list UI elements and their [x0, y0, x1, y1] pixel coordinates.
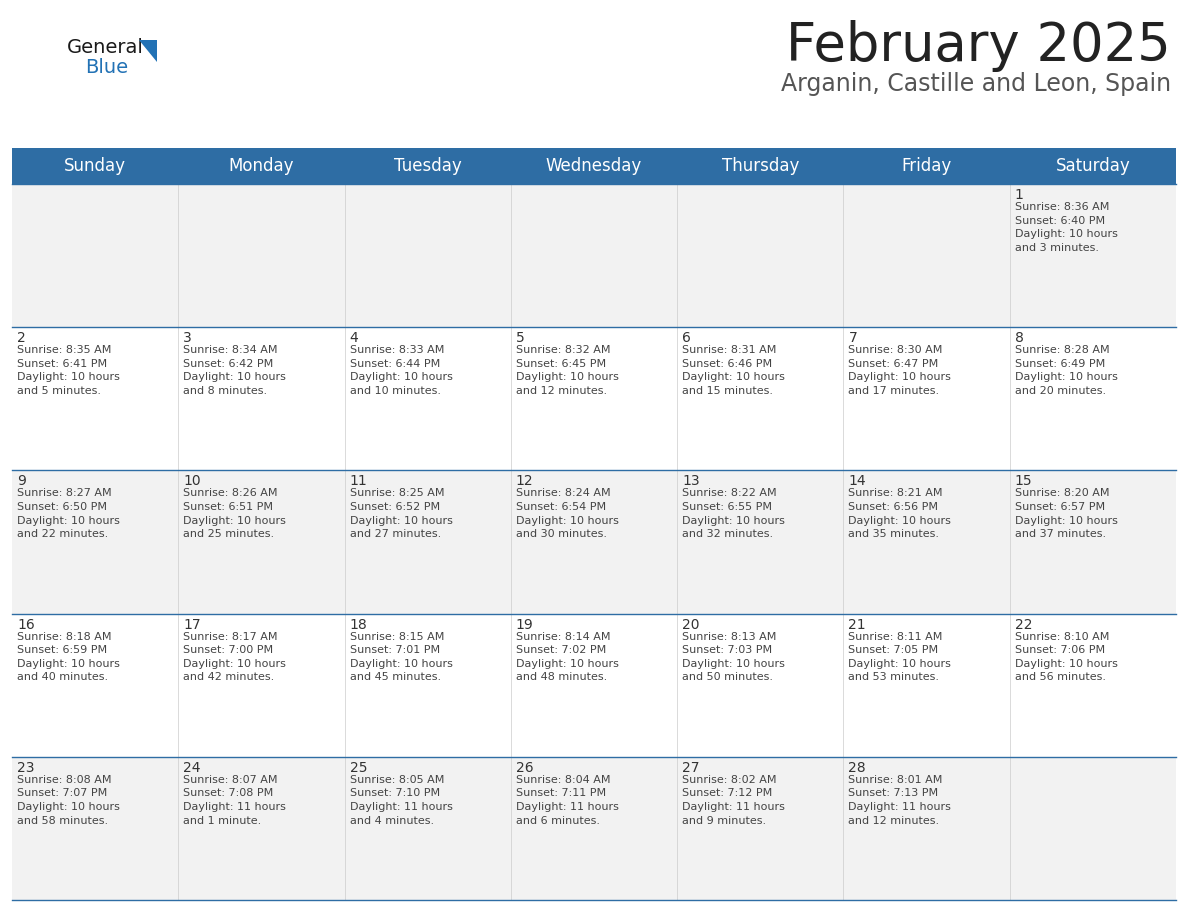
Text: 2: 2	[17, 331, 26, 345]
Text: Sunrise: 8:07 AM
Sunset: 7:08 PM
Daylight: 11 hours
and 1 minute.: Sunrise: 8:07 AM Sunset: 7:08 PM Dayligh…	[183, 775, 286, 825]
Text: 13: 13	[682, 475, 700, 488]
Bar	[12, 756, 1176, 900]
Text: Sunrise: 8:14 AM
Sunset: 7:02 PM
Daylight: 10 hours
and 48 minutes.: Sunrise: 8:14 AM Sunset: 7:02 PM Dayligh…	[516, 632, 619, 682]
Text: General: General	[67, 38, 144, 57]
Text: Sunrise: 8:13 AM
Sunset: 7:03 PM
Daylight: 10 hours
and 50 minutes.: Sunrise: 8:13 AM Sunset: 7:03 PM Dayligh…	[682, 632, 785, 682]
Text: 6: 6	[682, 331, 691, 345]
Polygon shape	[139, 40, 157, 62]
Text: 24: 24	[183, 761, 201, 775]
Text: 14: 14	[848, 475, 866, 488]
Text: Sunrise: 8:05 AM
Sunset: 7:10 PM
Daylight: 11 hours
and 4 minutes.: Sunrise: 8:05 AM Sunset: 7:10 PM Dayligh…	[349, 775, 453, 825]
Text: Sunrise: 8:24 AM
Sunset: 6:54 PM
Daylight: 10 hours
and 30 minutes.: Sunrise: 8:24 AM Sunset: 6:54 PM Dayligh…	[516, 488, 619, 539]
Text: Sunday: Sunday	[64, 157, 126, 175]
Text: 5: 5	[516, 331, 525, 345]
Text: 26: 26	[516, 761, 533, 775]
Text: February 2025: February 2025	[786, 20, 1171, 72]
Text: 8: 8	[1015, 331, 1024, 345]
Text: Sunrise: 8:15 AM
Sunset: 7:01 PM
Daylight: 10 hours
and 45 minutes.: Sunrise: 8:15 AM Sunset: 7:01 PM Dayligh…	[349, 632, 453, 682]
Text: Sunrise: 8:27 AM
Sunset: 6:50 PM
Daylight: 10 hours
and 22 minutes.: Sunrise: 8:27 AM Sunset: 6:50 PM Dayligh…	[17, 488, 120, 539]
Bar	[12, 327, 1176, 470]
Text: 23: 23	[17, 761, 34, 775]
Text: Wednesday: Wednesday	[545, 157, 643, 175]
Text: 16: 16	[17, 618, 34, 632]
Text: Monday: Monday	[228, 157, 295, 175]
Text: 20: 20	[682, 618, 700, 632]
Bar	[12, 470, 1176, 613]
Text: 10: 10	[183, 475, 201, 488]
Text: Blue: Blue	[86, 58, 128, 77]
Text: Sunrise: 8:10 AM
Sunset: 7:06 PM
Daylight: 10 hours
and 56 minutes.: Sunrise: 8:10 AM Sunset: 7:06 PM Dayligh…	[1015, 632, 1118, 682]
Text: 18: 18	[349, 618, 367, 632]
Text: Sunrise: 8:01 AM
Sunset: 7:13 PM
Daylight: 11 hours
and 12 minutes.: Sunrise: 8:01 AM Sunset: 7:13 PM Dayligh…	[848, 775, 952, 825]
Text: Sunrise: 8:35 AM
Sunset: 6:41 PM
Daylight: 10 hours
and 5 minutes.: Sunrise: 8:35 AM Sunset: 6:41 PM Dayligh…	[17, 345, 120, 396]
Text: Friday: Friday	[902, 157, 952, 175]
Text: 27: 27	[682, 761, 700, 775]
Text: 4: 4	[349, 331, 359, 345]
Bar	[12, 613, 1176, 756]
Text: Sunrise: 8:34 AM
Sunset: 6:42 PM
Daylight: 10 hours
and 8 minutes.: Sunrise: 8:34 AM Sunset: 6:42 PM Dayligh…	[183, 345, 286, 396]
Text: 21: 21	[848, 618, 866, 632]
Text: 1: 1	[1015, 188, 1024, 202]
Text: Sunrise: 8:11 AM
Sunset: 7:05 PM
Daylight: 10 hours
and 53 minutes.: Sunrise: 8:11 AM Sunset: 7:05 PM Dayligh…	[848, 632, 952, 682]
Text: Thursday: Thursday	[721, 157, 800, 175]
Text: 17: 17	[183, 618, 201, 632]
Text: 28: 28	[848, 761, 866, 775]
Text: 22: 22	[1015, 618, 1032, 632]
Text: Sunrise: 8:17 AM
Sunset: 7:00 PM
Daylight: 10 hours
and 42 minutes.: Sunrise: 8:17 AM Sunset: 7:00 PM Dayligh…	[183, 632, 286, 682]
Bar	[12, 148, 1176, 184]
Text: Sunrise: 8:25 AM
Sunset: 6:52 PM
Daylight: 10 hours
and 27 minutes.: Sunrise: 8:25 AM Sunset: 6:52 PM Dayligh…	[349, 488, 453, 539]
Text: Sunrise: 8:30 AM
Sunset: 6:47 PM
Daylight: 10 hours
and 17 minutes.: Sunrise: 8:30 AM Sunset: 6:47 PM Dayligh…	[848, 345, 952, 396]
Text: Sunrise: 8:20 AM
Sunset: 6:57 PM
Daylight: 10 hours
and 37 minutes.: Sunrise: 8:20 AM Sunset: 6:57 PM Dayligh…	[1015, 488, 1118, 539]
Text: Sunrise: 8:04 AM
Sunset: 7:11 PM
Daylight: 11 hours
and 6 minutes.: Sunrise: 8:04 AM Sunset: 7:11 PM Dayligh…	[516, 775, 619, 825]
Text: Sunrise: 8:08 AM
Sunset: 7:07 PM
Daylight: 10 hours
and 58 minutes.: Sunrise: 8:08 AM Sunset: 7:07 PM Dayligh…	[17, 775, 120, 825]
Text: Sunrise: 8:28 AM
Sunset: 6:49 PM
Daylight: 10 hours
and 20 minutes.: Sunrise: 8:28 AM Sunset: 6:49 PM Dayligh…	[1015, 345, 1118, 396]
Text: Sunrise: 8:31 AM
Sunset: 6:46 PM
Daylight: 10 hours
and 15 minutes.: Sunrise: 8:31 AM Sunset: 6:46 PM Dayligh…	[682, 345, 785, 396]
Text: 12: 12	[516, 475, 533, 488]
Text: 7: 7	[848, 331, 858, 345]
Text: 19: 19	[516, 618, 533, 632]
Text: Sunrise: 8:18 AM
Sunset: 6:59 PM
Daylight: 10 hours
and 40 minutes.: Sunrise: 8:18 AM Sunset: 6:59 PM Dayligh…	[17, 632, 120, 682]
Text: 9: 9	[17, 475, 26, 488]
Text: Sunrise: 8:22 AM
Sunset: 6:55 PM
Daylight: 10 hours
and 32 minutes.: Sunrise: 8:22 AM Sunset: 6:55 PM Dayligh…	[682, 488, 785, 539]
Text: Saturday: Saturday	[1055, 157, 1130, 175]
Text: 11: 11	[349, 475, 367, 488]
Text: Sunrise: 8:21 AM
Sunset: 6:56 PM
Daylight: 10 hours
and 35 minutes.: Sunrise: 8:21 AM Sunset: 6:56 PM Dayligh…	[848, 488, 952, 539]
Text: 3: 3	[183, 331, 192, 345]
Text: 25: 25	[349, 761, 367, 775]
Text: Sunrise: 8:33 AM
Sunset: 6:44 PM
Daylight: 10 hours
and 10 minutes.: Sunrise: 8:33 AM Sunset: 6:44 PM Dayligh…	[349, 345, 453, 396]
Text: Sunrise: 8:26 AM
Sunset: 6:51 PM
Daylight: 10 hours
and 25 minutes.: Sunrise: 8:26 AM Sunset: 6:51 PM Dayligh…	[183, 488, 286, 539]
Bar	[12, 184, 1176, 327]
Text: 15: 15	[1015, 475, 1032, 488]
Text: Sunrise: 8:02 AM
Sunset: 7:12 PM
Daylight: 11 hours
and 9 minutes.: Sunrise: 8:02 AM Sunset: 7:12 PM Dayligh…	[682, 775, 785, 825]
Text: Sunrise: 8:32 AM
Sunset: 6:45 PM
Daylight: 10 hours
and 12 minutes.: Sunrise: 8:32 AM Sunset: 6:45 PM Dayligh…	[516, 345, 619, 396]
Text: Arganin, Castille and Leon, Spain: Arganin, Castille and Leon, Spain	[781, 72, 1171, 96]
Text: Tuesday: Tuesday	[394, 157, 462, 175]
Text: Sunrise: 8:36 AM
Sunset: 6:40 PM
Daylight: 10 hours
and 3 minutes.: Sunrise: 8:36 AM Sunset: 6:40 PM Dayligh…	[1015, 202, 1118, 252]
